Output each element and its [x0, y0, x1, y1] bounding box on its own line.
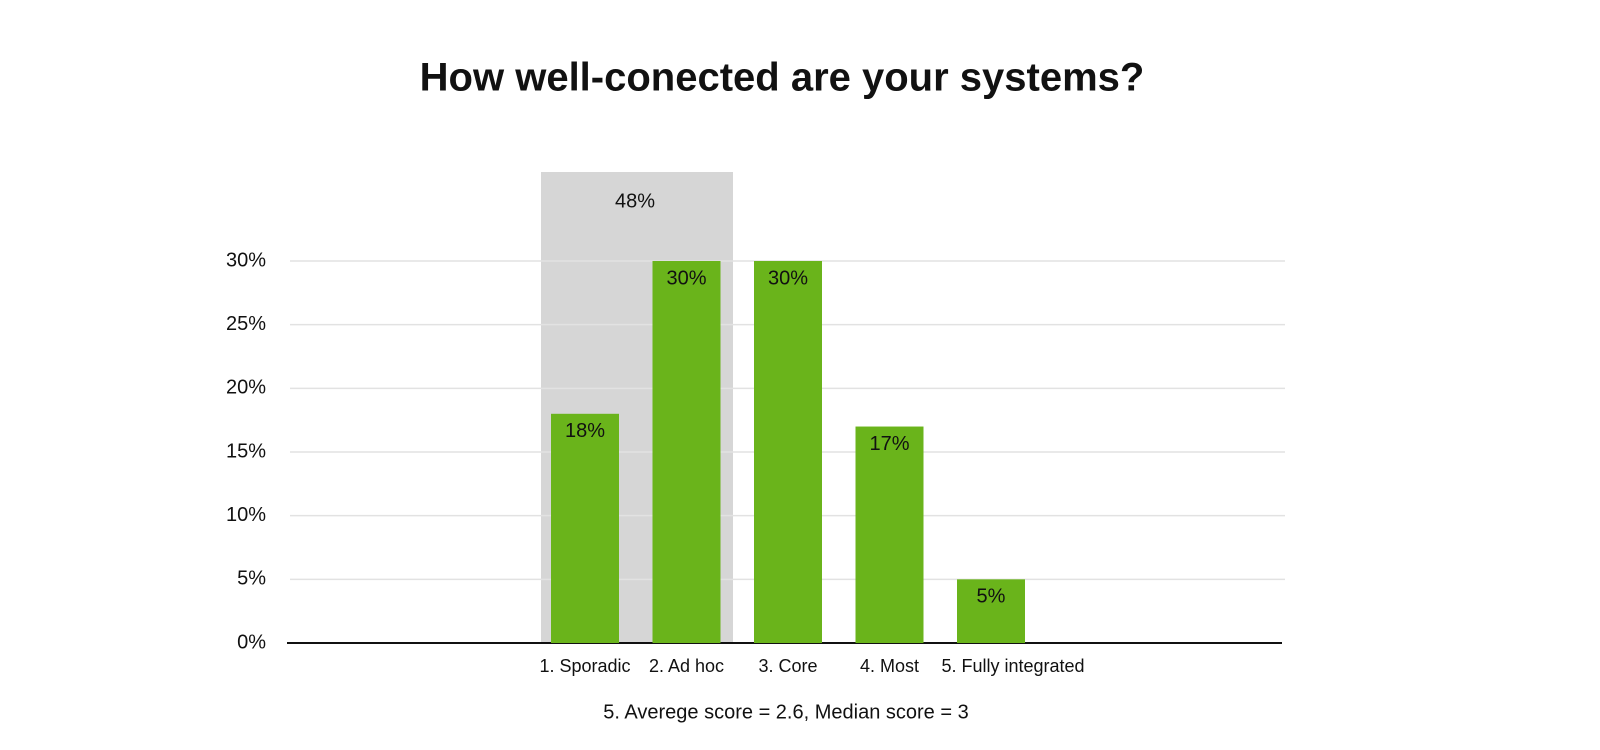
y-tick-label: 0% — [237, 631, 266, 653]
y-tick-label: 5% — [237, 568, 266, 590]
bar — [652, 261, 721, 643]
bar — [754, 261, 822, 643]
x-tick-label: 2. Ad hoc — [649, 656, 724, 676]
y-tick-label: 10% — [226, 504, 266, 526]
value-label: 30% — [666, 267, 706, 289]
value-label: 30% — [768, 267, 808, 289]
x-tick-label: 5. Fully integrated — [941, 656, 1084, 676]
chart-title: How well-conected are your systems? — [420, 56, 1145, 100]
bar — [855, 426, 924, 643]
bar — [551, 413, 619, 643]
value-label: 18% — [565, 420, 605, 442]
x-tick-label: 4. Most — [860, 656, 919, 676]
value-label: 17% — [869, 433, 909, 455]
y-tick-label: 15% — [226, 440, 266, 462]
x-tick-label: 3. Core — [758, 656, 817, 676]
footnote: 5. Averege score = 2.6, Median score = 3 — [603, 701, 968, 723]
highlight-label: 48% — [615, 190, 655, 212]
value-label: 5% — [977, 586, 1006, 608]
y-tick-label: 20% — [226, 377, 266, 399]
y-tick-label: 30% — [226, 249, 266, 271]
y-tick-label: 25% — [226, 313, 266, 335]
x-tick-label: 1. Sporadic — [539, 656, 630, 676]
bar — [957, 579, 1025, 643]
